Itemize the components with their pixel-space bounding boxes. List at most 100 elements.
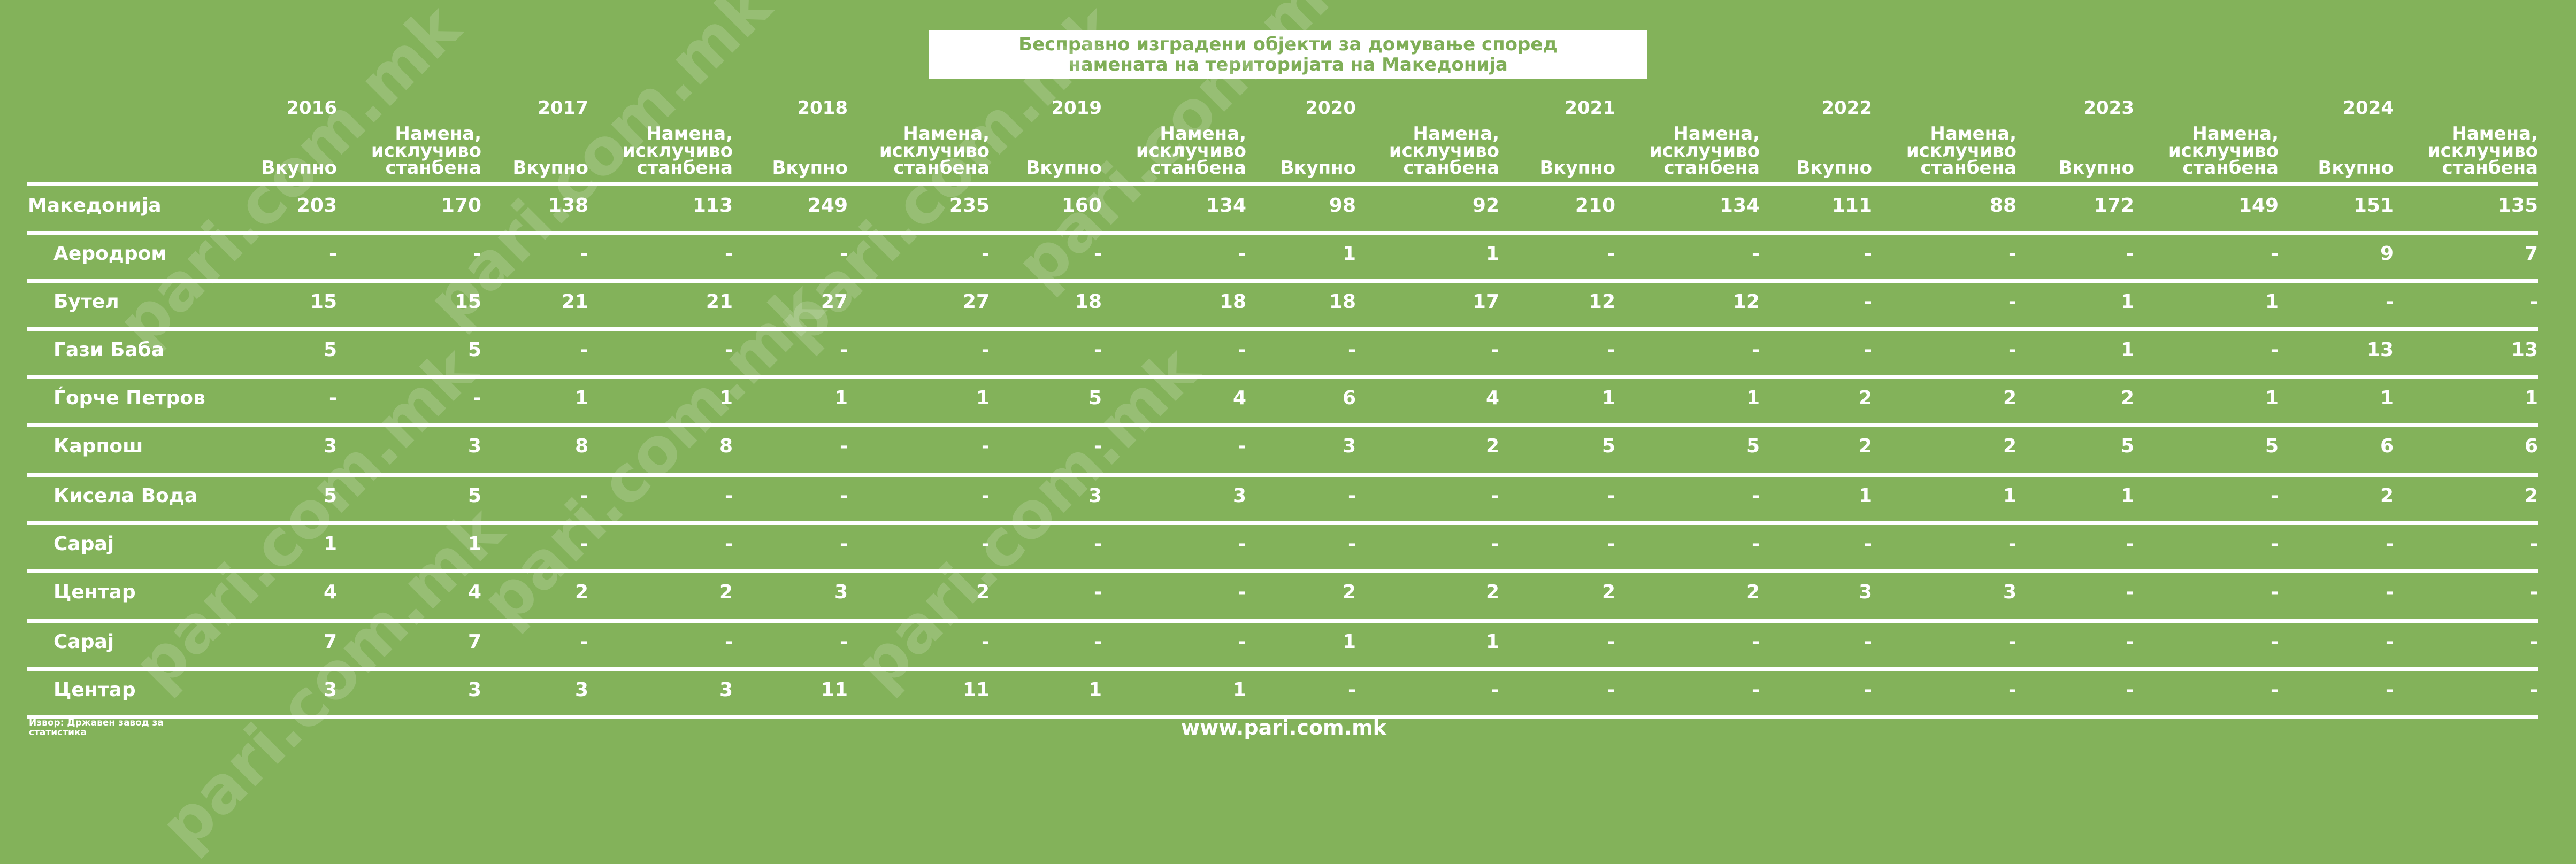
table-cell: -: [1094, 581, 1102, 603]
column-header-total-line: Вкупно: [2318, 157, 2394, 179]
table-cell: 21: [706, 291, 733, 313]
row-divider: [27, 375, 2538, 379]
row-label: Гази Баба: [53, 339, 165, 361]
table-cell: 88: [1989, 195, 2017, 217]
column-header-total: Вкупно: [1733, 159, 1873, 177]
row-label: Кисела Вода: [53, 485, 198, 507]
table-cell: 3: [1088, 485, 1102, 507]
table-cell: -: [840, 533, 848, 555]
column-header-residential-line: исклучиво: [622, 140, 733, 161]
table-cell: 7: [2524, 243, 2538, 265]
table-cell: 203: [296, 195, 337, 217]
table-cell: 1: [1858, 485, 1872, 507]
year-header-2017: 2017: [538, 97, 588, 119]
table-cell: 1: [1746, 387, 1760, 409]
table-cell: 6: [2524, 435, 2538, 457]
column-header-residential: Намена, исклучиво станбена: [829, 125, 990, 177]
chart-title-line-1: Бесправно изградени објекти за домување …: [1018, 34, 1558, 55]
table-cell: -: [2530, 533, 2538, 555]
table-cell: 5: [1746, 435, 1760, 457]
table-cell: 2: [2120, 387, 2134, 409]
table-cell: -: [1348, 533, 1356, 555]
table-cell: -: [2271, 243, 2279, 265]
table-cell: -: [580, 533, 588, 555]
table-cell: -: [1238, 243, 1246, 265]
table-cell: -: [2126, 679, 2134, 701]
column-header-residential-line: Намена,: [1413, 123, 1499, 144]
table-cell: 3: [1858, 581, 1872, 603]
table-cell: 5: [323, 339, 337, 361]
table-cell: -: [1238, 435, 1246, 457]
website-url: www.pari.com.mk: [1181, 716, 1386, 739]
table-cell: -: [580, 243, 588, 265]
table-cell: 134: [1206, 195, 1246, 217]
table-cell: -: [1752, 679, 1760, 701]
table-cell: 2: [976, 581, 990, 603]
table-cell: 1: [719, 387, 733, 409]
year-header-2018: 2018: [797, 97, 848, 119]
table-cell: -: [1094, 533, 1102, 555]
table-cell: 2: [1342, 581, 1356, 603]
table-cell: 1: [2120, 291, 2134, 313]
column-header-residential-line: станбена: [2182, 157, 2279, 179]
table-cell: 1: [1342, 631, 1356, 653]
table-cell: -: [1348, 485, 1356, 507]
table-cell: 2: [1858, 435, 1872, 457]
column-header-total: Вкупно: [709, 159, 848, 177]
table-cell: -: [473, 243, 481, 265]
table-cell: -: [725, 485, 733, 507]
table-cell: -: [580, 485, 588, 507]
table-cell: -: [725, 631, 733, 653]
table-cell: 3: [323, 679, 337, 701]
table-cell: -: [1607, 339, 1615, 361]
column-header-total: Вкупно: [1995, 159, 2135, 177]
table-cell: 3: [467, 435, 481, 457]
column-header-residential-line: исклучиво: [1649, 140, 1760, 161]
table-cell: -: [840, 339, 848, 361]
column-header-residential-line: станбена: [2442, 157, 2538, 179]
table-cell: -: [1491, 679, 1499, 701]
table-cell: -: [2126, 533, 2134, 555]
column-header-residential-line: станбена: [1150, 157, 1246, 179]
table-cell: -: [2008, 679, 2017, 701]
row-divider: [27, 327, 2538, 331]
table-cell: 18: [1075, 291, 1102, 313]
row-divider: [27, 569, 2538, 573]
table-cell: 2: [1485, 581, 1499, 603]
column-header-residential: Намена, исклучиво станбена: [2118, 125, 2279, 179]
table-cell: 2: [1858, 387, 1872, 409]
table-cell: -: [1864, 631, 1872, 653]
table-cell: -: [725, 533, 733, 555]
table-cell: 92: [1472, 195, 1499, 217]
table-cell: -: [2386, 533, 2394, 555]
table-cell: -: [1607, 243, 1615, 265]
column-header-residential-line: исклучиво: [1389, 140, 1499, 161]
table-cell: -: [2386, 291, 2394, 313]
year-header-2023: 2023: [2083, 97, 2134, 119]
column-header-residential: Намена, исклучиво станбена: [2378, 125, 2538, 179]
table-cell: -: [2126, 581, 2134, 603]
table-cell: 5: [323, 485, 337, 507]
row-divider: [27, 231, 2538, 235]
table-cell: 1: [976, 387, 990, 409]
table-cell: 2: [1746, 581, 1760, 603]
table-cell: -: [580, 339, 588, 361]
table-cell: 235: [949, 195, 990, 217]
table-cell: 1: [323, 533, 337, 555]
table-cell: -: [1864, 533, 1872, 555]
row-divider: [27, 182, 2538, 186]
table-cell: -: [580, 631, 588, 653]
table-cell: -: [1864, 339, 1872, 361]
row-divider: [27, 521, 2538, 525]
table-cell: 12: [1588, 291, 1615, 313]
table-cell: 1: [2265, 291, 2279, 313]
table-cell: -: [2008, 243, 2017, 265]
table-cell: 17: [1472, 291, 1499, 313]
table-cell: -: [1348, 679, 1356, 701]
column-header-total: Вкупно: [1476, 159, 1616, 177]
table-cell: -: [1238, 631, 1246, 653]
table-cell: 3: [1342, 435, 1356, 457]
table-cell: -: [1752, 485, 1760, 507]
table-cell: -: [2271, 679, 2279, 701]
table-cell: 15: [310, 291, 337, 313]
